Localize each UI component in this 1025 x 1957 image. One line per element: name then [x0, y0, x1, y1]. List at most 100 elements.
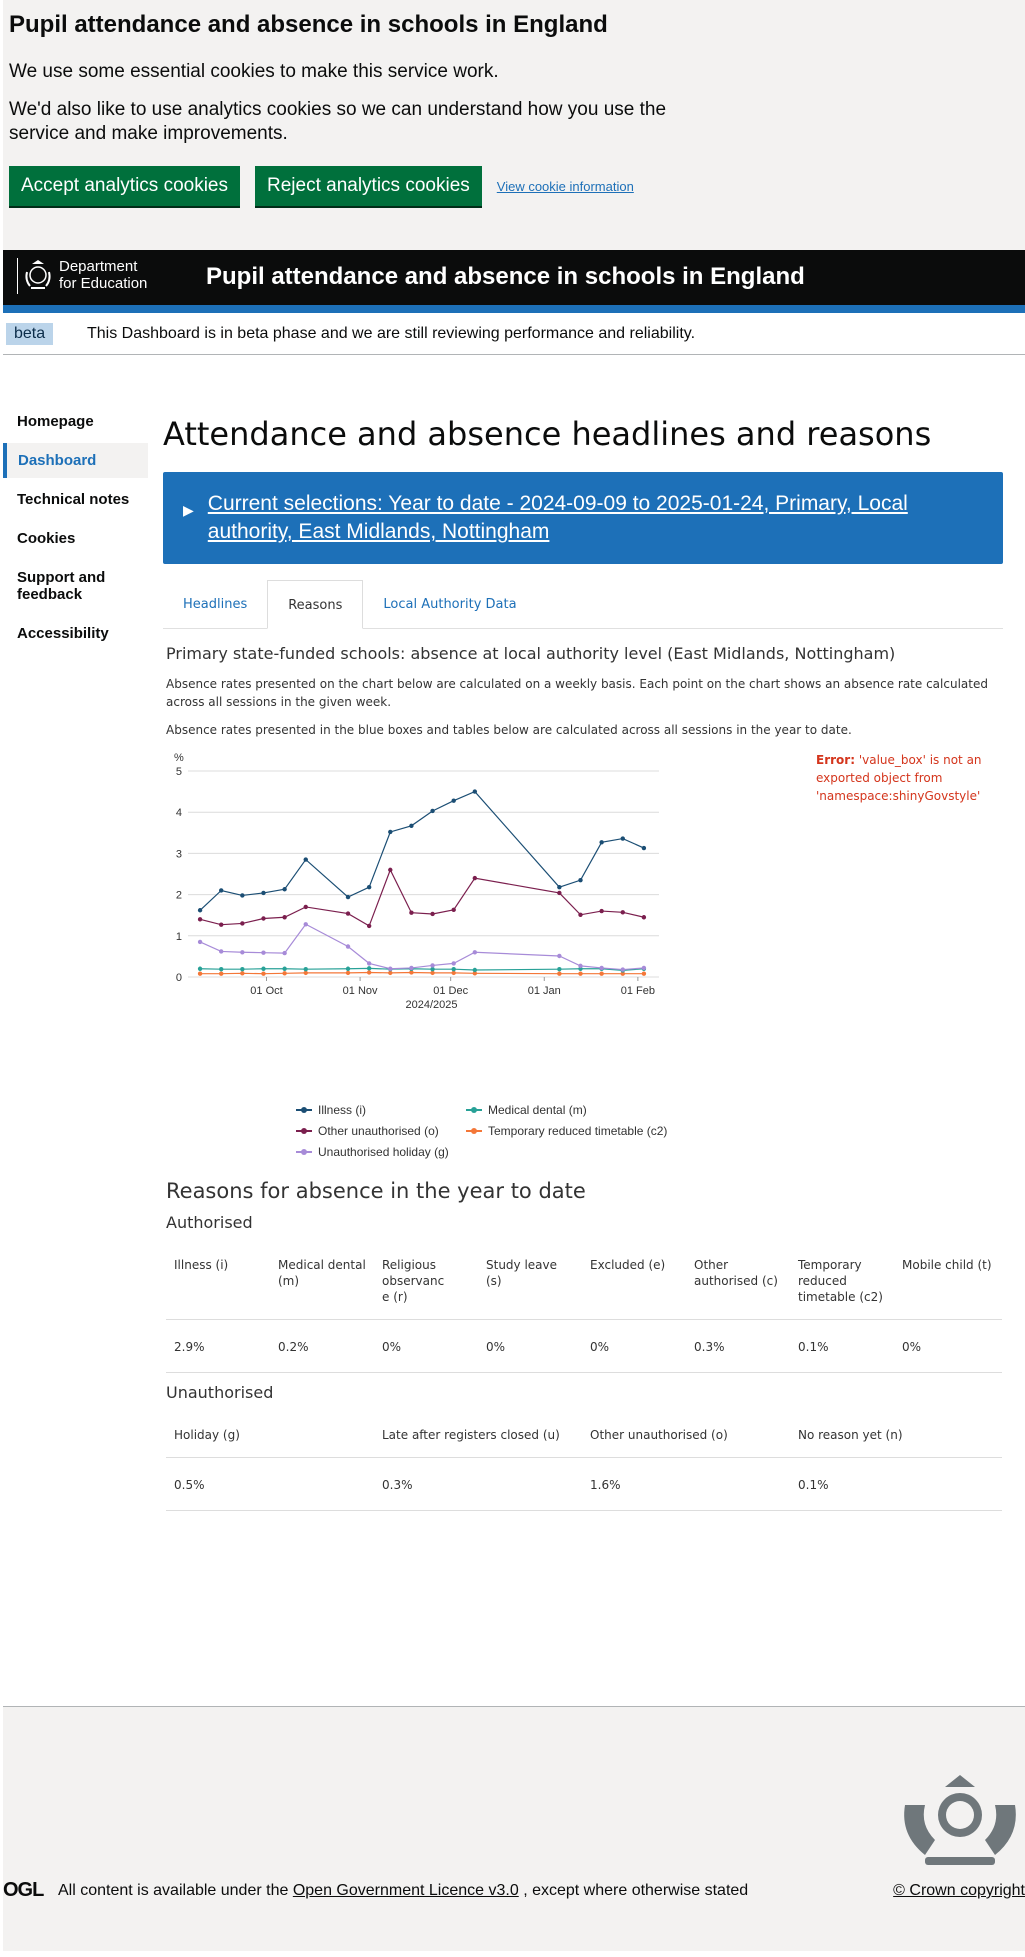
data-point: [240, 921, 245, 926]
current-selections-toggle[interactable]: ▶ Current selections: Year to date - 202…: [163, 472, 1003, 564]
legend-label: Illness (i): [318, 1102, 367, 1117]
y-tick-label: 1: [176, 931, 182, 943]
dfe-logo[interactable]: Department for Education: [23, 258, 147, 292]
sidebar-item-dashboard[interactable]: Dashboard: [3, 443, 148, 478]
data-point: [240, 950, 245, 955]
table-header: Illness (i): [166, 1248, 270, 1320]
data-point: [641, 915, 647, 920]
absence-reasons-line-chart[interactable]: 0 1 2 3 4 5% 01 Oct 01 Nov 01 Dec 01 Jan 01 Feb 202…: [166, 749, 806, 1094]
table-header: Medical dental (m): [270, 1248, 374, 1320]
table-cell: 1.6%: [582, 1457, 790, 1511]
data-point: [219, 922, 224, 927]
x-axis-label: 2024/2025: [406, 999, 458, 1011]
data-point: [282, 971, 287, 976]
legend-swatch: [296, 1105, 312, 1115]
data-point: [261, 890, 266, 896]
data-point: [451, 798, 456, 803]
crown-copyright-link[interactable]: © Crown copyright: [893, 1882, 1025, 1899]
data-point: [303, 970, 308, 976]
sidebar-item-homepage[interactable]: Homepage: [17, 413, 94, 430]
table-header-row: Holiday (g) Late after registers closed …: [166, 1418, 1002, 1458]
org-name-line-1: Department: [59, 258, 138, 275]
royal-crest-icon: [25, 260, 51, 289]
data-point: [345, 894, 351, 900]
data-point: [388, 966, 393, 971]
table-header-row: Illness (i) Medical dental (m) Religious…: [166, 1248, 1002, 1320]
x-tick-label: 01 Nov: [343, 985, 378, 997]
legend-item-other-unauthorised[interactable]: Other unauthorised (o): [296, 1124, 466, 1138]
table-header: Excluded (e): [582, 1248, 686, 1320]
header-divider: [17, 258, 18, 294]
x-tick-label: 01 Oct: [250, 985, 282, 997]
table-row: 2.9% 0.2% 0% 0% 0% 0.3% 0.1% 0%: [166, 1319, 1002, 1373]
current-selections-text[interactable]: Current selections: Year to date - 2024-…: [207, 492, 908, 543]
data-point: [430, 970, 435, 976]
data-point: [557, 953, 562, 959]
sidebar-item-accessibility[interactable]: Accessibility: [17, 625, 109, 642]
data-point: [578, 877, 583, 883]
data-point: [261, 950, 266, 955]
sidebar-item-technical-notes[interactable]: Technical notes: [17, 491, 130, 508]
legend-swatch: [466, 1126, 482, 1136]
beta-banner: beta This Dashboard is in beta phase and…: [3, 313, 1025, 355]
data-point: [197, 966, 203, 971]
main-content: Attendance and absence headlines and rea…: [163, 404, 1003, 1511]
unauthorised-table: Holiday (g) Late after registers closed …: [166, 1418, 1002, 1511]
table-header: Other authorised (c): [686, 1248, 790, 1320]
legend-item-illness[interactable]: Illness (i): [296, 1103, 466, 1117]
data-point: [557, 884, 562, 890]
tab-reasons[interactable]: Reasons: [267, 580, 364, 629]
series-line: [199, 923, 644, 971]
legend-item-temporary-reduced-timetable[interactable]: Temporary reduced timetable (c2): [466, 1124, 696, 1138]
data-point: [345, 970, 351, 976]
table-cell: 0%: [478, 1319, 582, 1373]
y-tick-label: 4: [176, 807, 182, 819]
data-point: [472, 875, 478, 881]
data-point: [599, 971, 604, 976]
data-point: [282, 966, 287, 971]
tab-headlines[interactable]: Headlines: [183, 597, 248, 612]
licence-suffix: , except where otherwise stated: [523, 1882, 749, 1899]
data-point: [366, 970, 372, 975]
service-title[interactable]: Pupil attendance and absence in schools …: [206, 263, 805, 290]
data-point: [620, 967, 625, 972]
legend-label: Other unauthorised (o): [318, 1123, 439, 1138]
cookie-banner-text-analytics: We'd also like to use analytics cookies …: [9, 99, 667, 144]
data-point: [430, 963, 435, 968]
data-point: [240, 893, 245, 898]
beta-tag: beta: [6, 323, 54, 345]
data-point: [557, 890, 562, 896]
legend-swatch: [296, 1147, 312, 1157]
table-cell: 2.9%: [166, 1319, 270, 1373]
legend-item-unauthorised-holiday[interactable]: Unauthorised holiday (g): [296, 1145, 466, 1159]
data-point: [472, 950, 478, 955]
beta-text: This Dashboard is in beta phase and we a…: [87, 325, 696, 342]
data-point: [409, 910, 414, 915]
table-row: 0.5% 0.3% 1.6% 0.1%: [166, 1457, 1002, 1511]
view-cookie-information-link[interactable]: View cookie information: [496, 178, 634, 194]
licence-prefix: All content is available under the: [58, 1882, 289, 1899]
data-point: [282, 887, 287, 892]
table-header: Study leave (s): [478, 1248, 582, 1320]
data-point: [641, 971, 647, 976]
series-line: [200, 971, 644, 975]
tab-local-authority-data[interactable]: Local Authority Data: [383, 597, 517, 612]
ogl-logo: OGL: [3, 1879, 44, 1901]
data-point: [219, 971, 224, 976]
unauthorised-title: Unauthorised: [166, 1383, 274, 1402]
data-point: [282, 950, 287, 956]
legend-item-medical-dental[interactable]: Medical dental (m): [466, 1103, 636, 1117]
sidebar-item-support-and-feedback[interactable]: Support and feedback: [17, 569, 106, 603]
chart-note-weekly: Absence rates presented on the chart bel…: [166, 677, 988, 709]
data-point: [366, 884, 372, 890]
legend-label: Medical dental (m): [488, 1102, 587, 1117]
reject-cookies-button[interactable]: Reject analytics cookies: [255, 166, 482, 206]
accept-cookies-button[interactable]: Accept analytics cookies: [9, 166, 240, 206]
data-point: [345, 944, 351, 949]
tab-list: Headlines Reasons Local Authority Data: [163, 580, 1003, 629]
y-tick-label: 5: [176, 766, 182, 778]
data-point: [451, 970, 456, 976]
sidebar-item-cookies[interactable]: Cookies: [17, 530, 76, 547]
data-point: [557, 971, 562, 976]
open-government-licence-link[interactable]: Open Government Licence v3.0: [292, 1882, 519, 1899]
